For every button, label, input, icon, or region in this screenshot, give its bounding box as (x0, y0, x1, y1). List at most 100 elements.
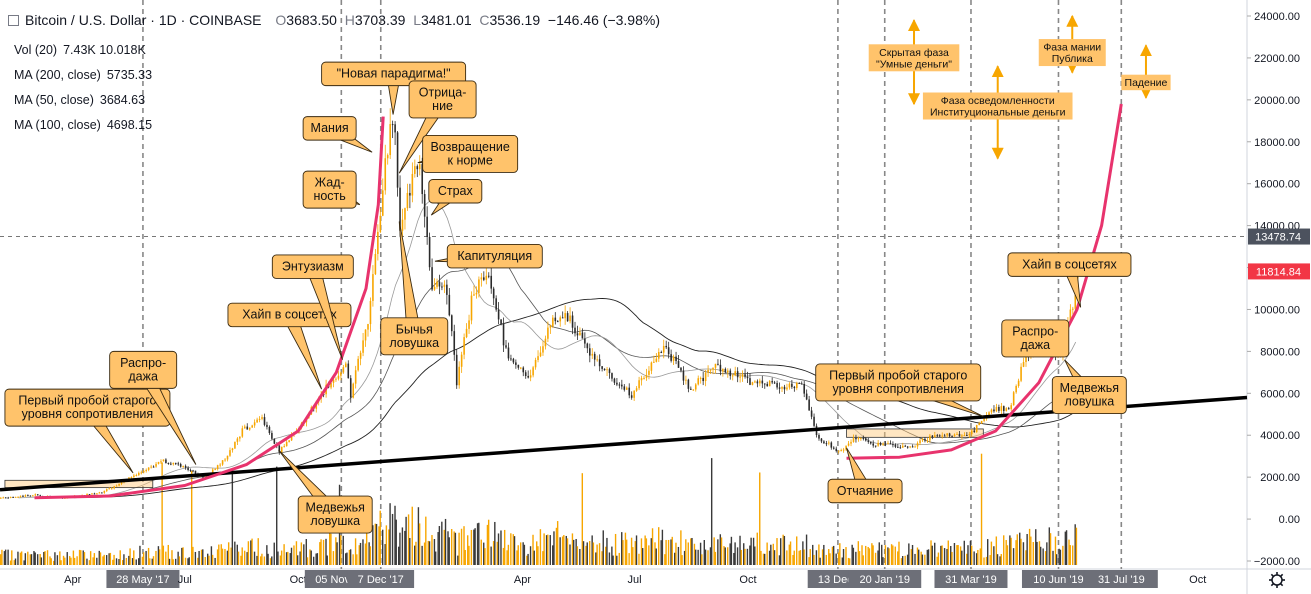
volume-bar (197, 557, 199, 565)
volume-bar (322, 539, 325, 565)
volume-bar (917, 549, 920, 565)
volume-bar (394, 505, 396, 565)
volume-bar (123, 554, 125, 565)
volume-bar (906, 554, 909, 565)
volume-bar (595, 552, 597, 565)
candle-body (744, 374, 746, 377)
volume-bar (829, 553, 831, 565)
volume-bar (892, 545, 894, 565)
indicator-ma50[interactable]: MA (50, close) 3684.63 (14, 93, 145, 107)
volume-bar (556, 521, 559, 565)
volume-bar (88, 560, 91, 565)
candle-body (862, 438, 865, 440)
candle-body (150, 466, 152, 468)
volume-bar (1, 549, 3, 565)
candle-body (966, 434, 968, 436)
volume-bar (443, 529, 445, 565)
volume-bar (605, 546, 607, 565)
volume-bar (348, 549, 351, 565)
callout-text: дажа (128, 369, 158, 383)
volume-bar (105, 555, 108, 565)
candle-body (145, 469, 148, 472)
candle-body (211, 469, 214, 474)
volume-bar (1038, 541, 1041, 565)
candle-body (253, 422, 256, 426)
candle-body (337, 375, 340, 379)
volume-bar (581, 473, 584, 565)
candle-body (1017, 380, 1020, 387)
candle-body (273, 438, 276, 444)
volume-bar (1064, 531, 1067, 565)
candle-body (534, 360, 537, 368)
volume-bar (312, 556, 315, 565)
x-tick-label: Oct (739, 574, 756, 586)
candle-body (426, 216, 428, 237)
volume-bar (762, 553, 765, 565)
volume-bar (404, 530, 406, 565)
candle-body (179, 464, 182, 467)
volume-bar (407, 514, 410, 565)
volume-bar (920, 551, 922, 565)
volume-bar (818, 544, 820, 565)
candle-body (379, 215, 382, 232)
volume-bar (1059, 549, 1062, 565)
candle-body (692, 389, 695, 391)
volume-bar (444, 518, 447, 565)
candle-body (556, 321, 559, 323)
volume-bar (253, 551, 256, 565)
volume-bar (667, 539, 670, 565)
candle-body (39, 495, 42, 497)
volume-bar (750, 537, 752, 565)
candle-body (34, 494, 37, 496)
candle-body (362, 340, 364, 353)
candle-body (505, 345, 507, 348)
volume-bar (492, 541, 495, 565)
candle-body (27, 495, 29, 497)
volume-bar (250, 540, 252, 565)
candle-body (115, 485, 118, 487)
candle-body (258, 418, 261, 420)
phase-text: Фаза мании (1043, 42, 1101, 54)
legend-collapse-icon[interactable] (8, 14, 19, 26)
volume-bar (1020, 538, 1022, 565)
settings-gear-icon[interactable] (1269, 572, 1285, 588)
volume-bar (300, 542, 303, 565)
volume-bar (385, 525, 388, 565)
volume-bar (340, 535, 342, 565)
volume-bar (788, 544, 791, 565)
volume-bar (1039, 546, 1042, 565)
volume-bar (904, 555, 906, 565)
volume-bar (529, 546, 532, 565)
volume-bar (608, 552, 611, 565)
candle-body (229, 450, 231, 456)
volume-bar (961, 550, 963, 565)
volume-bar (364, 543, 367, 565)
candle-body (529, 375, 532, 378)
volume-bar (454, 532, 457, 565)
candle-body (165, 459, 167, 463)
volume-bar (433, 539, 436, 565)
change-value: −146.46 (−3.98%) (547, 12, 660, 28)
volume-bar (9, 560, 12, 565)
volume-bar (14, 558, 17, 565)
indicator-volume[interactable]: Vol (20) 7.43K 10.018K (14, 43, 146, 57)
candle-body (828, 442, 830, 444)
volume-bar (901, 556, 904, 565)
candle-body (372, 274, 374, 301)
candle-body (487, 275, 490, 277)
indicator-ma200[interactable]: MA (200, close) 5735.33 (14, 68, 152, 82)
candle-body (938, 435, 941, 437)
volume-bar (234, 541, 236, 565)
volume-bar (532, 534, 534, 565)
candle-body (943, 435, 946, 437)
volume-bar (54, 552, 56, 565)
candle-body (510, 358, 512, 360)
candle-body (502, 324, 505, 346)
volume-bar (1030, 536, 1032, 565)
indicator-ma100[interactable]: MA (100, close) 4698.15 (14, 118, 152, 132)
callout-box (302, 116, 357, 141)
volume-bar (29, 554, 31, 565)
